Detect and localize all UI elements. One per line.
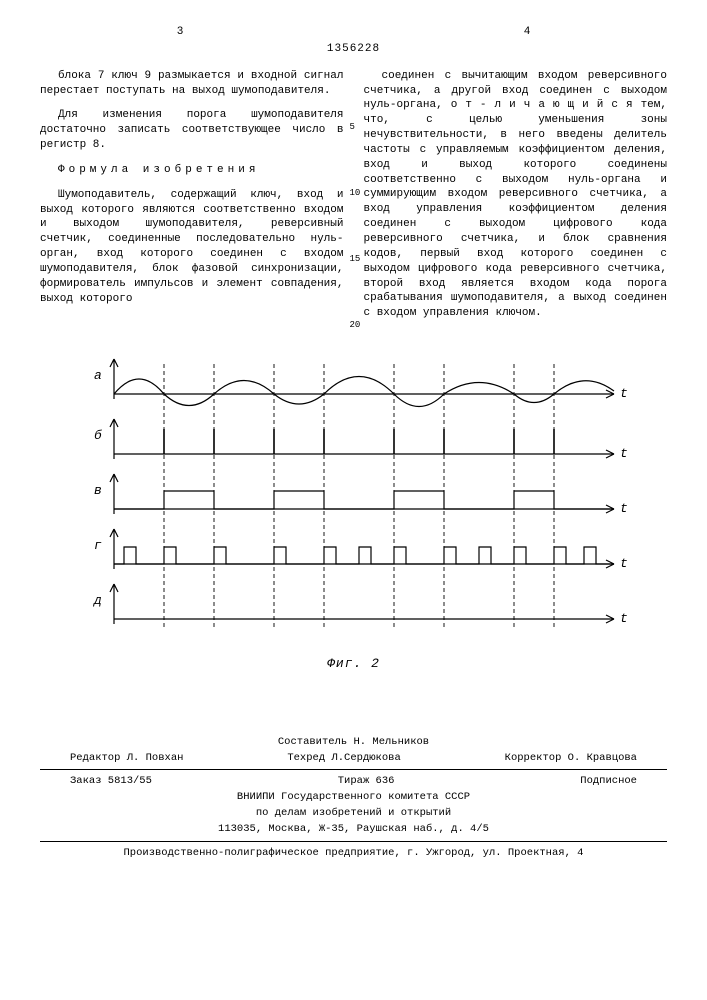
page-right: 4 — [387, 25, 667, 40]
line-mark: 20 — [350, 319, 361, 331]
axis-t: t — [620, 556, 628, 571]
line-mark: 10 — [350, 187, 361, 199]
patent-number: 1356228 — [40, 42, 667, 57]
address: 113035, Москва, Ж-35, Раушская наб., д. … — [40, 822, 667, 836]
editor: Редактор Л. Повхан — [70, 751, 183, 765]
figure-caption: Фиг. 2 — [40, 655, 667, 673]
para: соединен с вычитающим входом реверсивног… — [364, 69, 668, 321]
techred: Техред Л.Сердюкова — [287, 751, 400, 765]
right-column: 5 10 15 20 соединен с вычитающим входом … — [364, 69, 668, 331]
subscription: Подписное — [580, 774, 637, 788]
row-label: б — [94, 428, 102, 443]
page-left: 3 — [40, 25, 320, 40]
divider — [40, 769, 667, 770]
compiler: Составитель Н. Мельников — [40, 735, 667, 749]
print-house: Производственно-полиграфическое предприя… — [40, 846, 667, 860]
row-label: г — [94, 538, 102, 553]
para: блока 7 ключ 9 размыкается и входной сиг… — [40, 69, 344, 99]
axis-t: t — [620, 446, 628, 461]
axis-t: t — [620, 386, 628, 401]
left-column: блока 7 ключ 9 размыкается и входной сиг… — [40, 69, 344, 331]
axis-t: t — [620, 501, 628, 516]
row-label: а — [94, 368, 102, 383]
page-numbers: 3 4 — [40, 25, 667, 40]
divider — [40, 841, 667, 842]
row-label: в — [94, 483, 102, 498]
text-columns: блока 7 ключ 9 размыкается и входной сиг… — [40, 69, 667, 331]
line-mark: 5 — [350, 121, 355, 133]
org-line2: по делам изобретений и открытий — [40, 806, 667, 820]
tirazh: Тираж 636 — [338, 774, 395, 788]
corrector: Корректор О. Кравцова — [505, 751, 637, 765]
axis-t: t — [620, 611, 628, 626]
formula-heading: Формула изобретения — [40, 163, 344, 178]
timing-diagram: а б в г д t t t t t — [74, 349, 634, 649]
para: Шумоподавитель, содержащий ключ, вход и … — [40, 188, 344, 307]
footer-block: Составитель Н. Мельников Редактор Л. Пов… — [40, 735, 667, 860]
order: Заказ 5813/55 — [70, 774, 152, 788]
line-mark: 15 — [350, 253, 361, 265]
row-label: д — [92, 593, 102, 608]
para: Для изменения порога шумоподавителя дост… — [40, 108, 344, 153]
org-line1: ВНИИПИ Государственного комитета СССР — [40, 790, 667, 804]
